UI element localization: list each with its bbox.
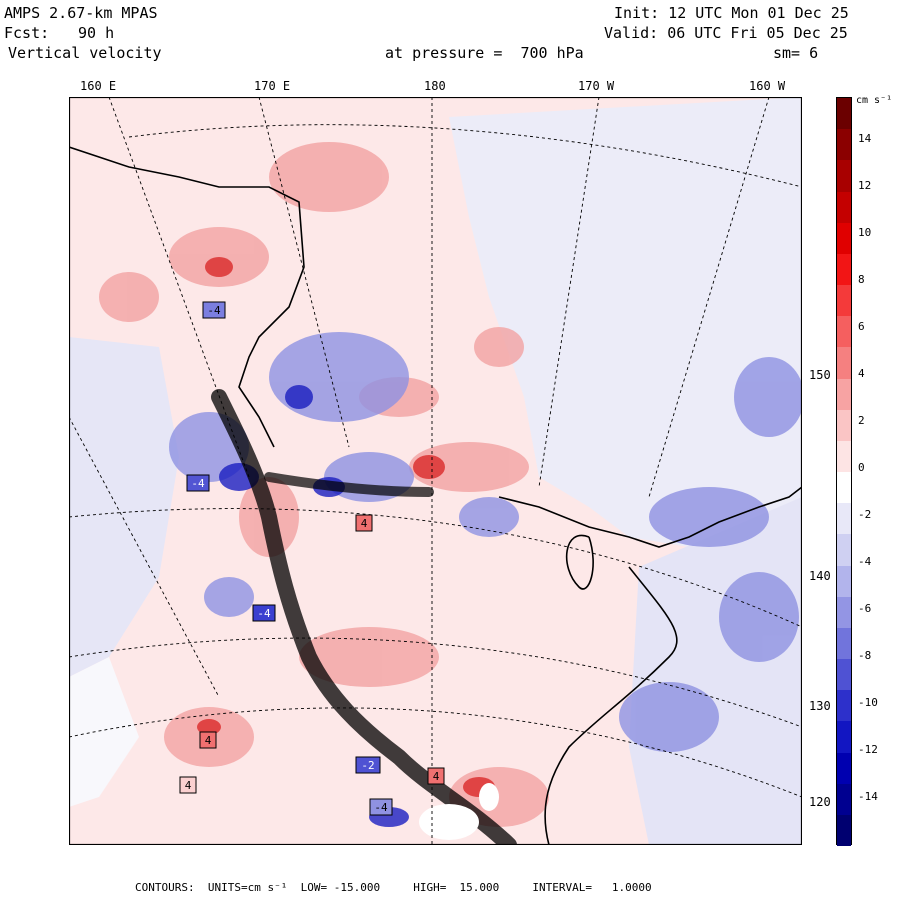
vertical-velocity-map: -4 -4 4 -4 4 4 -2 4 -4 (69, 97, 802, 845)
colorbar-segment (837, 472, 851, 504)
ice-gaps (419, 783, 499, 840)
low-marker-text: -4 (191, 477, 205, 490)
colorbar-tick-label: -2 (858, 508, 872, 521)
high-marker-box (427, 767, 445, 785)
colorbar-tick-label: 6 (858, 320, 865, 333)
model-title: AMPS 2.67-km MPAS (4, 4, 158, 22)
lon-label-160e: 160 E (80, 79, 117, 93)
interval-value: INTERVAL= 1.0000 (532, 881, 652, 894)
colorbar-tick-label: 14 (858, 132, 872, 145)
colorbar-segment (837, 253, 851, 286)
low-marker-text: -4 (257, 607, 271, 620)
valid-time: Valid: 06 UTC Fri 05 Dec 25 (604, 24, 848, 42)
ocean-region (449, 97, 802, 547)
west-negative-region (69, 337, 179, 677)
low-marker-box (355, 756, 381, 774)
coastline (69, 146, 802, 845)
colorbar-segment (837, 347, 851, 379)
colorbar (836, 97, 852, 847)
colorbar-tick-label: 8 (858, 273, 865, 286)
high-marker-text: 4 (361, 517, 368, 530)
ice-white-region (69, 657, 139, 807)
colorbar-segment (837, 378, 851, 411)
colorbar-segment (837, 285, 851, 317)
colorbar-segment (837, 160, 851, 192)
colorbar-segment (837, 503, 851, 535)
low-marker-box (186, 474, 210, 492)
colorbar-segment (837, 129, 851, 161)
map-frame (69, 97, 802, 845)
colorbar-tick-label: 10 (858, 226, 872, 239)
colorbar-tick-label: -8 (858, 649, 872, 662)
low-marker-box (369, 798, 393, 816)
low-marker-text: -2 (361, 759, 374, 772)
colorbar-segment (837, 534, 851, 566)
colorbar-units: cm s⁻¹ (856, 95, 893, 106)
init-time: Init: 12 UTC Mon 01 Dec 25 (614, 4, 849, 22)
colorbar-segment (837, 409, 851, 442)
low-value: LOW= -15.000 (300, 881, 381, 894)
high-marker-text: 4 (433, 770, 440, 783)
colorbar-segment (837, 565, 851, 598)
units-label: UNITS=cm s⁻¹ (207, 881, 288, 894)
smoothing: sm= 6 (773, 44, 819, 62)
boxed-extrema: -4 -4 4 -4 4 4 -2 4 -4 (179, 301, 445, 816)
lon-label-170w: 170 W (578, 79, 615, 93)
ridge-branch-contours (264, 472, 434, 497)
high-marker-box (199, 731, 217, 749)
colorbar-segment (837, 814, 851, 847)
colorbar-tick-label: 2 (858, 414, 865, 427)
colorbar-segment (837, 690, 851, 722)
colorbar-segment (837, 191, 851, 224)
high-marker-text: 4 (185, 779, 192, 792)
colorbar-tick-label: -14 (858, 790, 878, 803)
colorbar-segment (837, 222, 851, 255)
colorbar-segment (837, 98, 851, 130)
lon-label-180: 180 (424, 79, 446, 93)
lon-label-170e: 170 E (254, 79, 291, 93)
low-marker-text: -4 (374, 801, 388, 814)
colorbar-segment (837, 316, 851, 348)
colorbar-segment (837, 752, 851, 785)
colorbar-segment (837, 596, 851, 629)
colorbar-segment (837, 721, 851, 753)
colorbar-tick-label: -12 (858, 743, 878, 756)
field-name: Vertical velocity (8, 44, 162, 62)
high-marker-text: 4 (205, 734, 212, 747)
forecast-label: Fcst: (4, 24, 50, 42)
colorbar-tick-label: 0 (858, 461, 865, 474)
low-marker-box (202, 301, 226, 319)
graticule (69, 97, 802, 845)
colorbar-tick-label: 12 (858, 179, 872, 192)
colorbar-tick-label: -6 (858, 602, 872, 615)
low-marker-box (252, 604, 276, 622)
low-marker-text: -4 (207, 304, 221, 317)
high-marker-box (355, 514, 373, 532)
high-value: HIGH= 15.000 (413, 881, 500, 894)
colorbar-segment (837, 440, 851, 473)
colorbar-tick-label: 4 (858, 367, 865, 380)
colorbar-segment (837, 659, 851, 691)
forecast-value: 90 h (78, 24, 115, 42)
colorbar-segment (837, 783, 851, 816)
contours-label: CONTOURS: (135, 881, 195, 894)
colorbar-tick-label: -4 (858, 555, 872, 568)
contour-footer: CONTOURS: UNITS=cm s⁻¹ LOW= -15.000 HIGH… (135, 881, 652, 894)
lon-label-160w: 160 W (749, 79, 786, 93)
pressure-level: at pressure = 700 hPa (385, 44, 584, 62)
colorbar-tick-label: -10 (858, 696, 878, 709)
high-marker-box (179, 776, 197, 794)
colorbar-segment (837, 627, 851, 660)
